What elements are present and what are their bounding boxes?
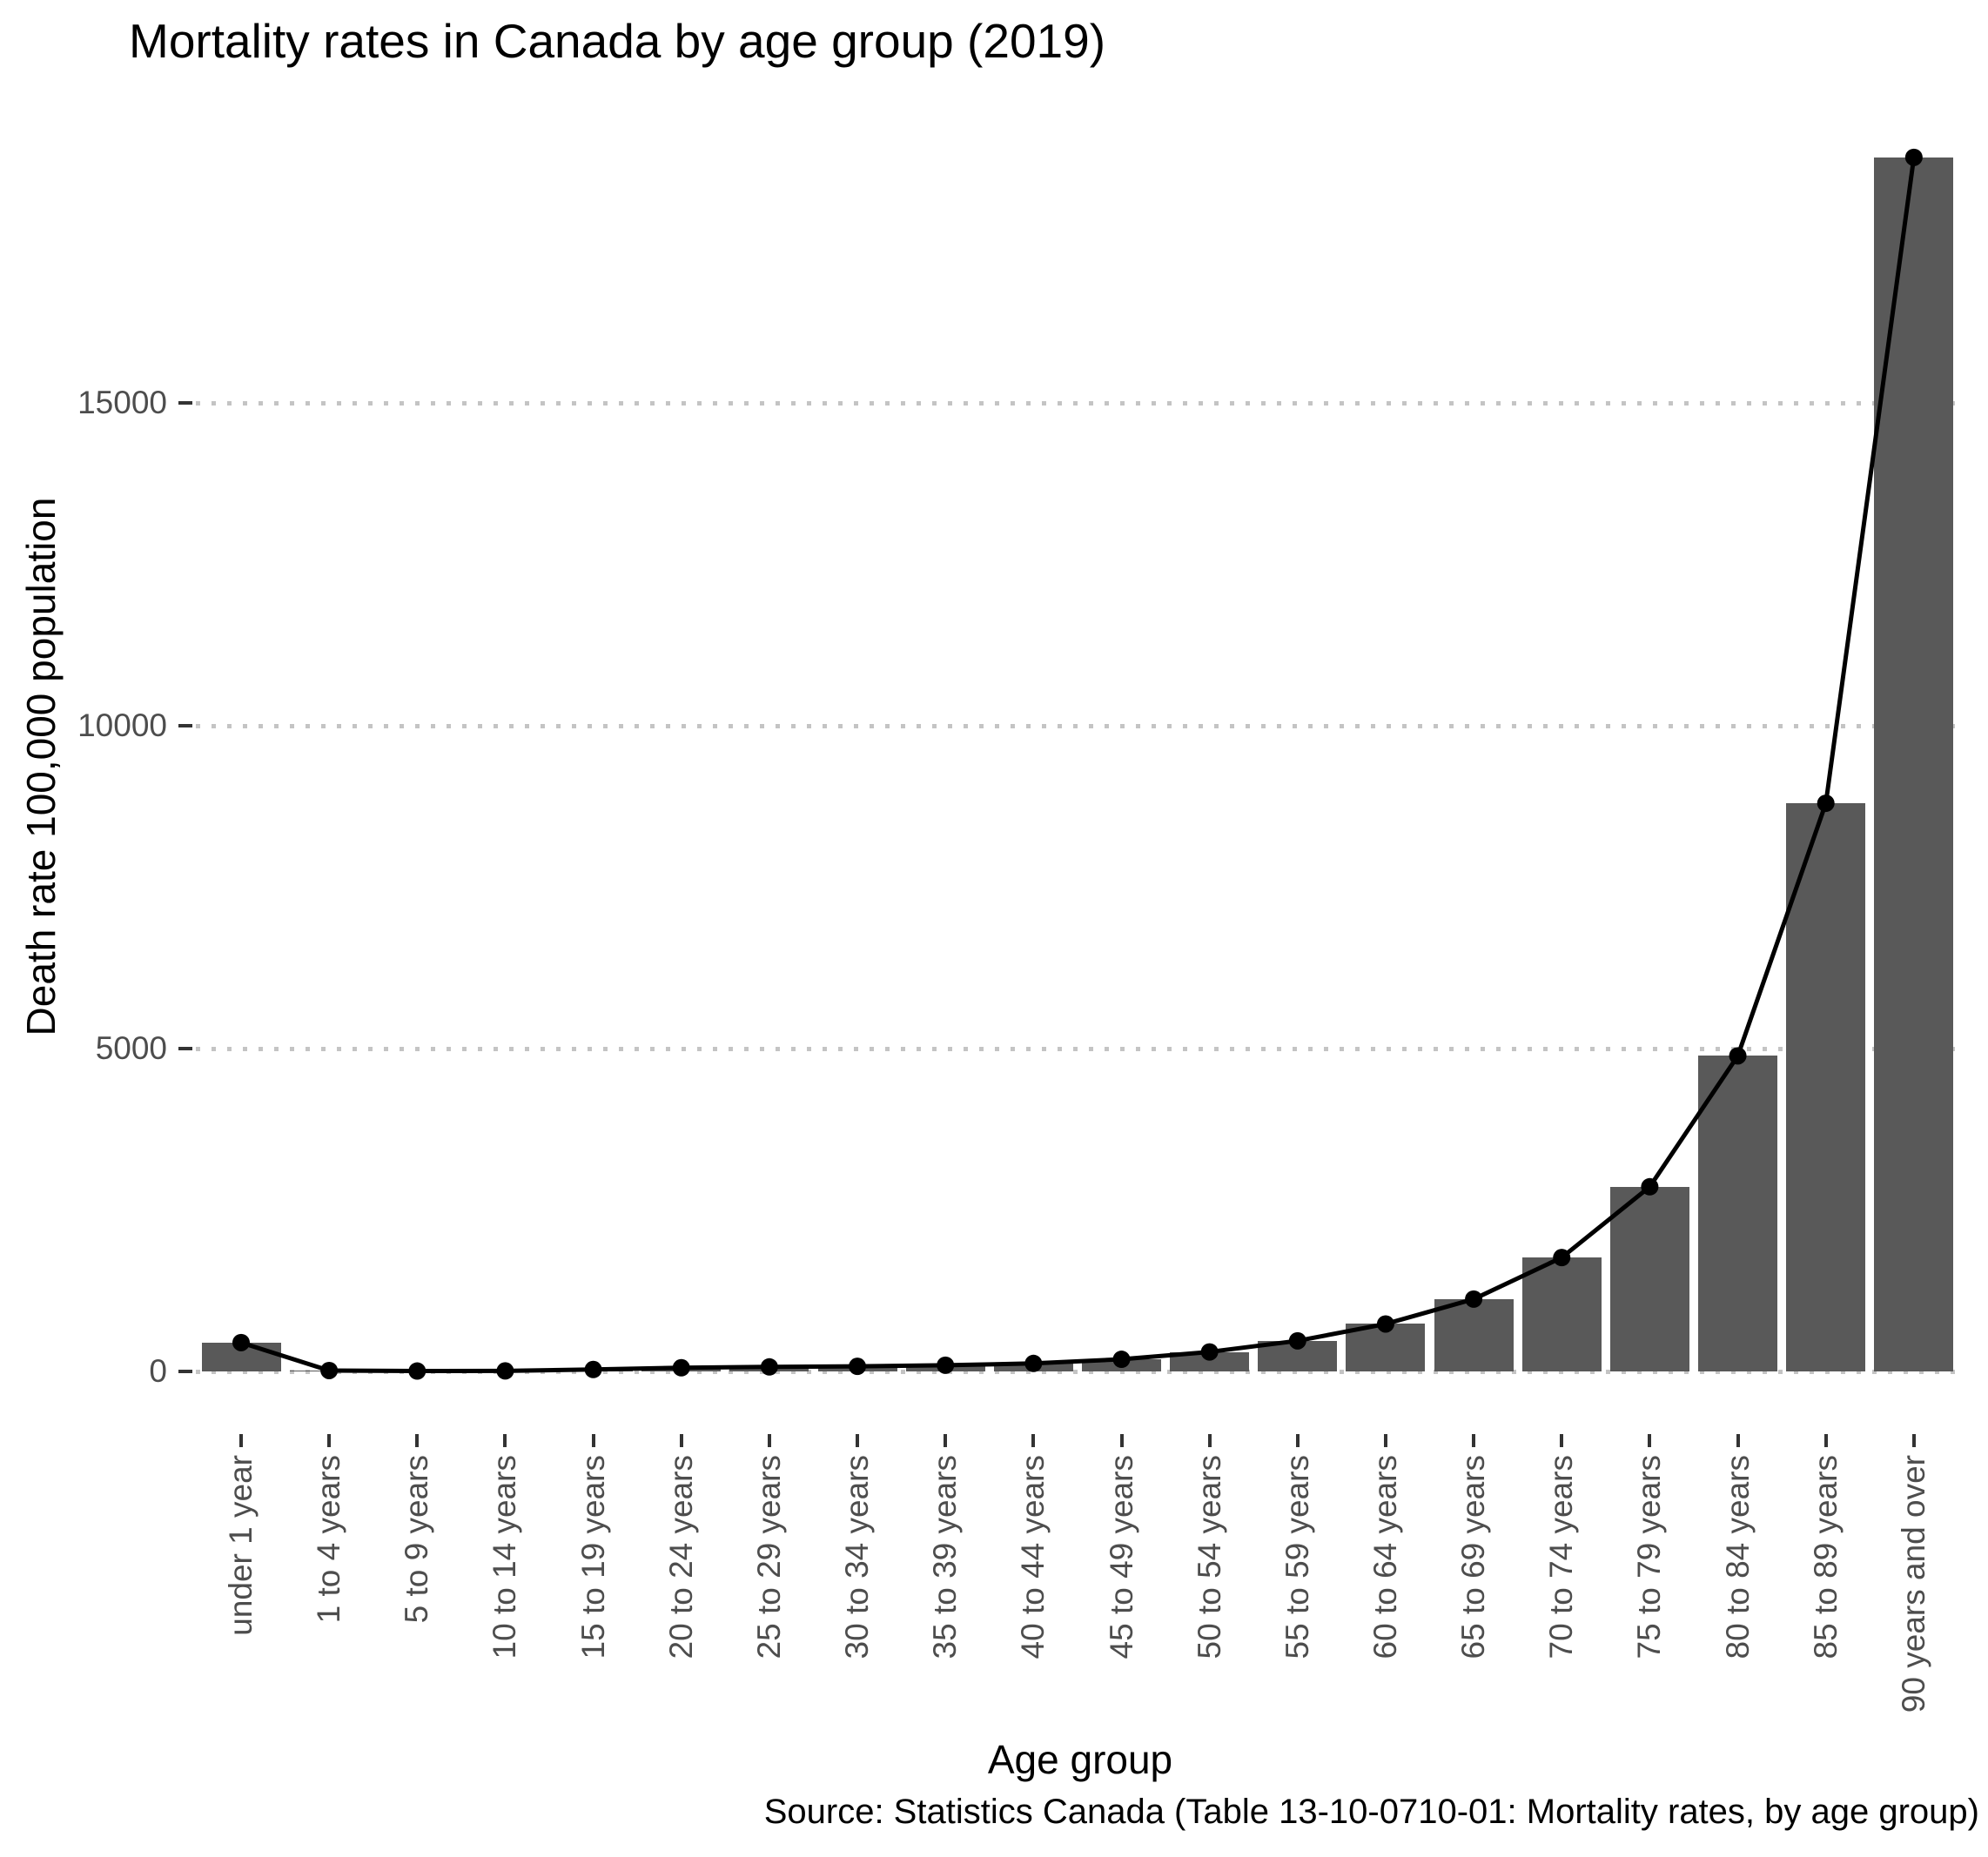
x-tick-label: 15 to 19 years bbox=[574, 1455, 611, 1659]
x-tick-label: 80 to 84 years bbox=[1719, 1455, 1756, 1659]
bar bbox=[1521, 1257, 1602, 1372]
y-tick-mark bbox=[178, 1047, 192, 1051]
y-tick-label: 5000 bbox=[95, 1030, 167, 1067]
x-tick-label: 55 to 59 years bbox=[1279, 1455, 1315, 1659]
chart-title: Mortality rates in Canada by age group (… bbox=[129, 14, 1106, 68]
gridline-5000 bbox=[196, 1047, 1965, 1052]
x-tick-label: 25 to 29 years bbox=[750, 1455, 787, 1659]
x-tick-mark bbox=[1295, 1434, 1300, 1447]
y-tick-label: 10000 bbox=[77, 707, 167, 743]
y-tick-mark bbox=[178, 723, 192, 727]
x-tick-label: 10 to 14 years bbox=[487, 1455, 523, 1659]
y-tick-label: 15000 bbox=[77, 384, 167, 420]
y-tick-mark bbox=[178, 1370, 192, 1374]
x-tick-label: 5 to 9 years bbox=[399, 1455, 435, 1624]
bar bbox=[1434, 1298, 1514, 1372]
x-tick-mark bbox=[679, 1434, 683, 1447]
x-tick-label: 85 to 89 years bbox=[1807, 1455, 1844, 1659]
gridline-15000 bbox=[196, 400, 1965, 406]
x-tick-mark bbox=[1207, 1434, 1212, 1447]
x-tick-mark bbox=[944, 1434, 948, 1447]
bar bbox=[817, 1366, 897, 1372]
x-axis-title: Age group bbox=[987, 1737, 1173, 1782]
bar bbox=[1698, 1056, 1778, 1372]
bar bbox=[1082, 1359, 1161, 1372]
bar bbox=[729, 1366, 809, 1372]
x-tick-label: 20 to 24 years bbox=[662, 1455, 699, 1659]
bar bbox=[1874, 157, 1954, 1372]
x-tick-mark bbox=[767, 1434, 771, 1447]
bar bbox=[1346, 1324, 1426, 1372]
x-tick-label: 1 to 4 years bbox=[311, 1455, 347, 1624]
bar bbox=[905, 1364, 985, 1372]
bar bbox=[993, 1363, 1073, 1372]
x-tick-mark bbox=[503, 1434, 507, 1447]
x-tick-mark bbox=[1383, 1434, 1387, 1447]
x-tick-mark bbox=[327, 1434, 332, 1447]
gridline-10000 bbox=[196, 723, 1965, 728]
x-tick-label: 50 to 54 years bbox=[1191, 1455, 1227, 1659]
x-tick-label: 75 to 79 years bbox=[1631, 1455, 1668, 1659]
bar bbox=[377, 1371, 457, 1372]
x-tick-mark bbox=[1472, 1434, 1476, 1447]
x-tick-mark bbox=[856, 1434, 860, 1447]
x-tick-mark bbox=[591, 1434, 595, 1447]
x-tick-mark bbox=[1031, 1434, 1036, 1447]
bar bbox=[1786, 803, 1866, 1372]
x-tick-label: 70 to 74 years bbox=[1543, 1455, 1580, 1659]
x-tick-label: 60 to 64 years bbox=[1367, 1455, 1403, 1659]
x-tick-mark bbox=[239, 1434, 243, 1447]
x-tick-mark bbox=[1119, 1434, 1124, 1447]
x-tick-label: 40 to 44 years bbox=[1015, 1455, 1051, 1659]
x-tick-label: 35 to 39 years bbox=[927, 1455, 964, 1659]
bar bbox=[554, 1369, 634, 1372]
y-tick-mark bbox=[178, 400, 192, 405]
bar bbox=[1258, 1340, 1338, 1372]
y-tick-label: 0 bbox=[149, 1353, 167, 1390]
x-tick-mark bbox=[1911, 1434, 1916, 1447]
x-tick-label: under 1 year bbox=[223, 1455, 259, 1636]
x-tick-mark bbox=[1823, 1434, 1828, 1447]
source-caption: Source: Statistics Canada (Table 13-10-0… bbox=[763, 1793, 1979, 1831]
bar bbox=[641, 1367, 722, 1372]
bar bbox=[1609, 1186, 1689, 1372]
x-tick-label: 45 to 49 years bbox=[1103, 1455, 1139, 1659]
x-tick-mark bbox=[1560, 1434, 1564, 1447]
x-tick-label: 30 to 34 years bbox=[839, 1455, 876, 1659]
x-tick-mark bbox=[415, 1434, 420, 1447]
bar bbox=[1170, 1351, 1250, 1372]
x-tick-label: 90 years and over bbox=[1895, 1455, 1931, 1713]
x-tick-mark bbox=[1736, 1434, 1740, 1447]
bar bbox=[201, 1342, 281, 1372]
x-tick-label: 65 to 69 years bbox=[1455, 1455, 1492, 1659]
x-tick-mark bbox=[1648, 1434, 1652, 1447]
